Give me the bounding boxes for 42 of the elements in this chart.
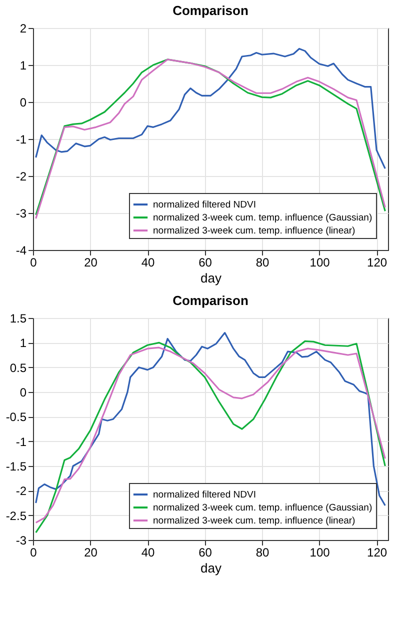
y-tick-label: -1 — [16, 434, 27, 449]
legend-label: normalized filtered NDVI — [153, 490, 256, 500]
x-tick-label: 20 — [84, 546, 98, 560]
legend-label: normalized 3-week cum. temp. influence (Gaussian) — [153, 212, 372, 224]
x-tick-label: 80 — [256, 256, 270, 270]
y-tick-label: -2.5 — [6, 508, 27, 523]
legend-label: normalized 3-week cum. temp. influence (linear) — [153, 516, 356, 526]
y-tick-label: -3 — [16, 534, 27, 548]
x-tick-label: 40 — [141, 256, 156, 270]
legend-label: normalized 3-week cum. temp. influence (Gaussian) — [153, 502, 372, 514]
y-tick-label: -4 — [16, 244, 27, 258]
y-tick-label: 1.5 — [10, 312, 27, 326]
y-tick-label: -1 — [16, 132, 27, 146]
x-tick-label: 100 — [310, 256, 330, 270]
y-tick-label: -2 — [16, 484, 27, 498]
y-tick-label: 0 — [20, 386, 27, 400]
x-axis-title: day — [200, 270, 222, 286]
x-tick-label: 120 — [367, 546, 388, 560]
chart-title: Comparison — [172, 293, 248, 308]
y-tick-label: 1 — [20, 58, 27, 72]
legend-label: normalized 3-week cum. temp. influence (linear) — [153, 226, 356, 236]
y-tick-label: -3 — [16, 206, 27, 220]
y-tick-label: 0.5 — [10, 360, 27, 375]
y-tick-label: -2 — [16, 170, 27, 184]
x-tick-label: 0 — [30, 546, 38, 560]
x-tick-label: 40 — [141, 546, 156, 560]
x-tick-label: 120 — [367, 256, 388, 270]
y-tick-label: 1 — [20, 336, 27, 350]
x-tick-label: 60 — [198, 546, 212, 560]
y-tick-label: 0 — [20, 96, 27, 110]
x-tick-label: 100 — [310, 546, 330, 560]
x-tick-label: 80 — [256, 546, 270, 560]
y-tick-label: -0.5 — [6, 410, 27, 424]
y-tick-label: 2 — [20, 22, 27, 36]
x-tick-label: 60 — [198, 256, 212, 270]
legend-label: normalized filtered NDVI — [153, 200, 256, 210]
x-tick-label: 20 — [84, 256, 98, 270]
x-tick-label: 0 — [30, 256, 38, 270]
line-series — [35, 48, 386, 170]
x-axis-title: day — [200, 560, 222, 576]
y-tick-label: -1.5 — [6, 460, 27, 474]
chart-title: Comparison — [172, 3, 248, 18]
